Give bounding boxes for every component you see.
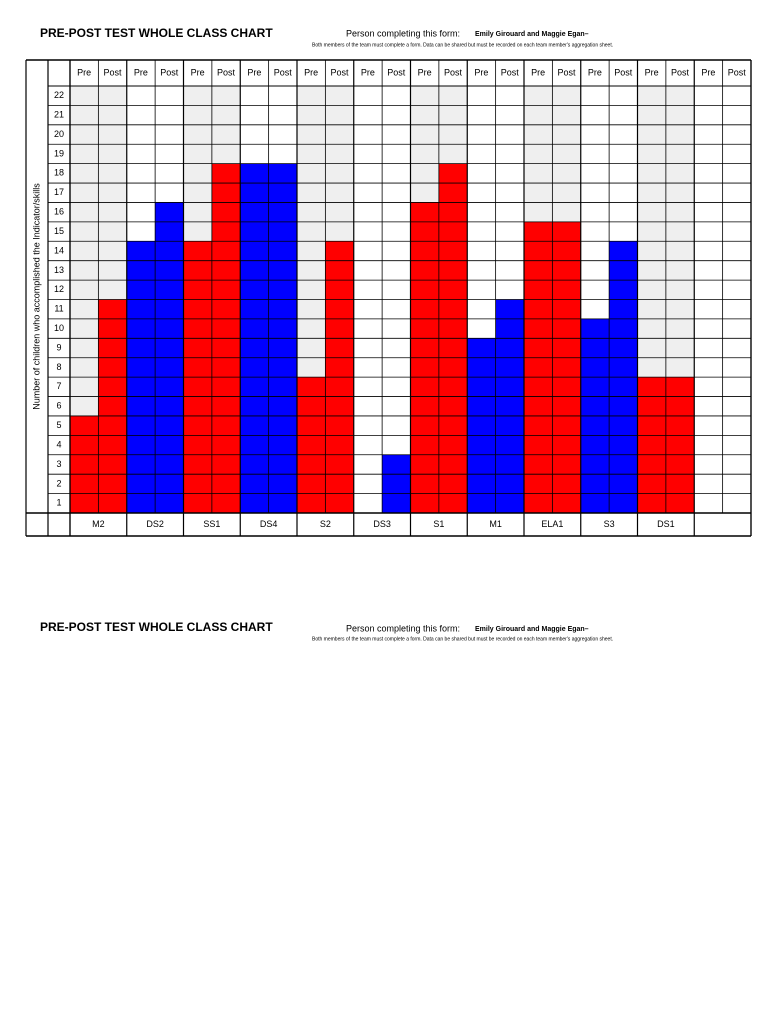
category-label: M2 bbox=[92, 519, 105, 529]
column-header: Pre bbox=[474, 67, 488, 77]
column-header: Post bbox=[217, 67, 236, 77]
y-tick-label: 12 bbox=[54, 284, 64, 294]
bar bbox=[637, 377, 666, 513]
y-tick-label: 15 bbox=[54, 226, 64, 236]
y-tick-label: 16 bbox=[54, 207, 64, 217]
column-header: Post bbox=[160, 67, 179, 77]
column-header: Post bbox=[558, 67, 577, 77]
column-header: Pre bbox=[418, 67, 432, 77]
y-tick-label: 7 bbox=[56, 381, 61, 391]
category-label: DS2 bbox=[146, 519, 164, 529]
column-header: Post bbox=[274, 67, 293, 77]
y-tick-label: 22 bbox=[54, 90, 64, 100]
y-tick-label: 3 bbox=[56, 459, 61, 469]
category-label: ELA1 bbox=[541, 519, 563, 529]
y-tick-label: 8 bbox=[56, 362, 61, 372]
y-tick-label: 11 bbox=[54, 304, 63, 314]
y-tick-label: 6 bbox=[56, 401, 61, 411]
y-tick-label: 4 bbox=[56, 439, 61, 449]
y-tick-label: 9 bbox=[56, 342, 61, 352]
bar bbox=[382, 454, 411, 513]
note: Both members of the team must complete a… bbox=[312, 42, 613, 48]
person-label: Person completing this form: bbox=[346, 28, 460, 38]
y-tick-label: 10 bbox=[54, 323, 64, 333]
y-axis-label: Number of children who accomplished the … bbox=[31, 183, 41, 410]
column-header: Post bbox=[104, 67, 123, 77]
column-header: Post bbox=[501, 67, 520, 77]
category-label: S2 bbox=[320, 519, 331, 529]
category-label: DS4 bbox=[260, 519, 278, 529]
y-tick-label: 13 bbox=[54, 265, 64, 275]
y-tick-label: 1 bbox=[56, 498, 61, 508]
bar bbox=[467, 338, 496, 513]
category-label: DS1 bbox=[657, 519, 675, 529]
column-header: Post bbox=[444, 67, 463, 77]
category-label: DS3 bbox=[373, 519, 391, 529]
bar bbox=[495, 299, 524, 513]
column-header: Pre bbox=[247, 67, 261, 77]
y-tick-label: 19 bbox=[54, 148, 64, 158]
column-header: Pre bbox=[134, 67, 148, 77]
column-header: Pre bbox=[531, 67, 545, 77]
bar bbox=[70, 415, 99, 513]
category-label: M1 bbox=[489, 519, 502, 529]
column-header: Post bbox=[614, 67, 633, 77]
column-header: Post bbox=[331, 67, 350, 77]
column-header: Pre bbox=[77, 67, 91, 77]
column-header: Pre bbox=[191, 67, 205, 77]
bar bbox=[297, 377, 326, 513]
column-header: Pre bbox=[304, 67, 318, 77]
note: Both members of the team must complete a… bbox=[312, 636, 613, 642]
y-tick-label: 17 bbox=[54, 187, 64, 197]
bar bbox=[524, 221, 553, 513]
bar bbox=[552, 221, 581, 513]
title: PRE-POST TEST WHOLE CLASS CHART bbox=[40, 26, 273, 40]
person-label: Person completing this form: bbox=[346, 623, 460, 633]
bar bbox=[98, 299, 127, 513]
category-label: SS1 bbox=[203, 519, 220, 529]
y-tick-label: 5 bbox=[56, 420, 61, 430]
column-header: Pre bbox=[361, 67, 375, 77]
column-header: Post bbox=[671, 67, 690, 77]
y-tick-label: 20 bbox=[54, 129, 64, 139]
person-names: Emily Girouard and Maggie Egan– bbox=[475, 31, 589, 38]
y-tick-label: 18 bbox=[54, 168, 64, 178]
column-header: Post bbox=[728, 67, 747, 77]
person-names: Emily Girouard and Maggie Egan– bbox=[475, 626, 589, 633]
category-label: S1 bbox=[433, 519, 444, 529]
y-tick-label: 2 bbox=[56, 478, 61, 488]
column-header: Pre bbox=[701, 67, 715, 77]
column-header: Post bbox=[387, 67, 406, 77]
title: PRE-POST TEST WHOLE CLASS CHART bbox=[40, 620, 273, 634]
y-tick-label: 14 bbox=[54, 245, 64, 255]
category-label: S3 bbox=[604, 519, 615, 529]
column-header: Pre bbox=[588, 67, 602, 77]
column-header: Pre bbox=[645, 67, 659, 77]
bar bbox=[665, 377, 695, 513]
y-tick-label: 21 bbox=[54, 109, 64, 119]
